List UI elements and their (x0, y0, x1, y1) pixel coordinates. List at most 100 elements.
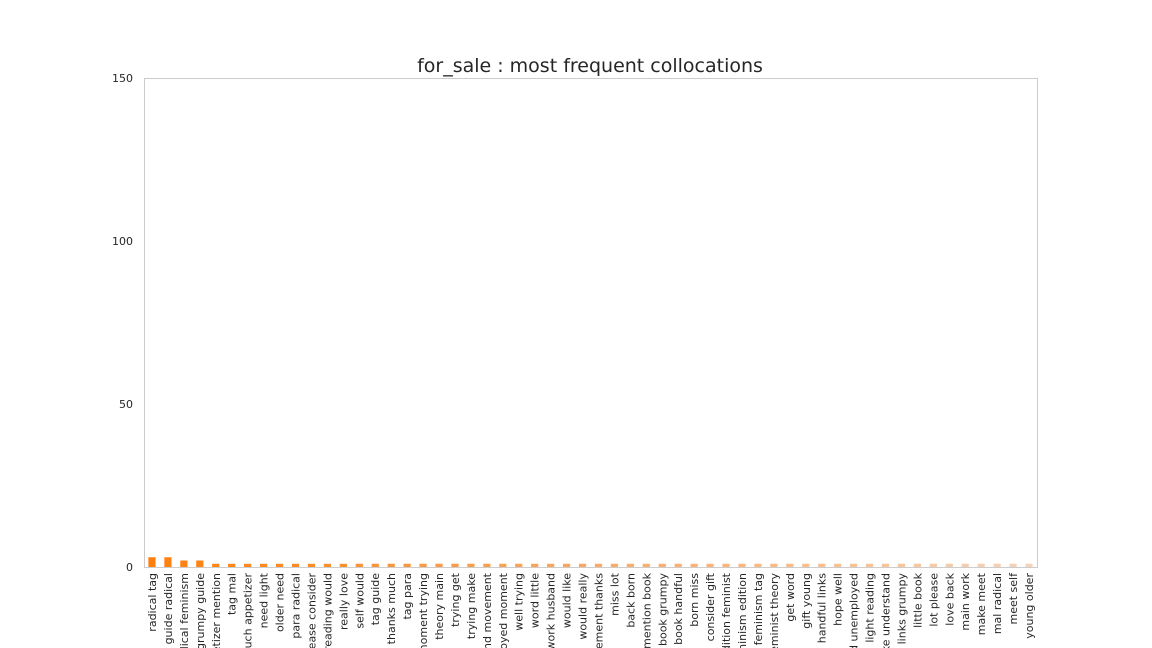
bar (196, 560, 204, 567)
bar (499, 563, 507, 567)
x-tick-label: self would (353, 573, 366, 629)
x-tick-label: need light (258, 572, 271, 628)
bar (690, 563, 698, 567)
x-tick-label: grumpy guide (194, 573, 207, 648)
x-tick-label: feminism tag (752, 573, 765, 645)
x-tick-label: miss lot (608, 572, 621, 616)
bar (658, 563, 666, 567)
x-tick-label: tag para (401, 573, 414, 620)
x-tick-label: ke understand (880, 573, 893, 648)
x-axis-ticks: radical tag guide radical dical feminism gr… (146, 572, 1036, 648)
bar (467, 563, 475, 567)
bar (929, 563, 937, 567)
bar (164, 557, 172, 567)
y-tick-label: 0 (126, 561, 133, 574)
bar (1009, 563, 1017, 567)
bar (260, 563, 268, 567)
x-tick-label: radical tag (146, 573, 159, 632)
x-tick-label: love back (943, 572, 956, 625)
x-tick-label: trying get (449, 572, 462, 627)
bar (562, 563, 571, 567)
bar (881, 563, 890, 567)
x-tick-label: young older (1023, 573, 1036, 639)
x-tick-label: born miss (688, 573, 701, 627)
bar (371, 563, 379, 567)
bar (307, 563, 316, 567)
y-tick-label: 100 (112, 235, 133, 248)
x-tick-label: reading would (321, 573, 334, 648)
bar (913, 563, 921, 567)
x-tick-label: feminist theory (768, 573, 781, 648)
bar (180, 560, 188, 567)
bar (594, 563, 603, 567)
bar (403, 563, 411, 567)
x-tick-label: main work (959, 572, 972, 630)
x-tick-label: loyed moment (497, 572, 510, 648)
x-tick-label: mention book (640, 572, 653, 648)
bar (738, 563, 746, 567)
x-tick-label: back born (624, 573, 637, 628)
x-tick-label: tag mal (226, 573, 239, 615)
x-tick-label: get word (784, 573, 797, 622)
bar (228, 563, 236, 567)
bar (387, 563, 395, 567)
x-tick-label: book handful (672, 573, 685, 645)
x-tick-label: word little (529, 573, 542, 628)
x-tick-label: really love (337, 573, 350, 630)
bar (961, 563, 969, 567)
bar (244, 563, 252, 567)
x-tick-label: moment trying (417, 573, 430, 648)
bar (945, 563, 953, 567)
bar (435, 563, 443, 567)
bar (578, 563, 587, 567)
x-tick-label: hope well (832, 573, 845, 626)
x-tick-label: mal radical (991, 573, 1004, 634)
bar (674, 563, 682, 567)
bar (993, 563, 1001, 567)
x-tick-label: book grumpy (656, 573, 669, 646)
bar (451, 563, 459, 567)
x-tick-label: little book (911, 572, 924, 628)
x-tick-label: guide radical (162, 573, 175, 644)
x-tick-label: handful links (816, 573, 829, 644)
x-tick-label: trying make (465, 573, 478, 639)
x-tick-label: para radical (289, 573, 302, 639)
bar (850, 563, 858, 567)
bar (275, 563, 284, 567)
bar (770, 563, 778, 567)
bar (722, 563, 730, 567)
x-tick-label: lease consider (305, 573, 318, 648)
bar (323, 563, 331, 567)
x-tick-label: edition feminist (720, 572, 733, 648)
chart-title: for_sale : most frequent collocations (417, 55, 763, 77)
bar (865, 563, 874, 567)
bar (818, 563, 826, 567)
bar (1025, 563, 1033, 567)
x-tick-label: and movement (481, 572, 494, 648)
bar (977, 563, 985, 567)
x-tick-label: nuch appetizer (242, 573, 255, 648)
bar (483, 563, 491, 567)
x-tick-label: theory main (433, 573, 446, 640)
bar (355, 563, 363, 567)
plot-frame (144, 78, 1038, 568)
bar (547, 563, 555, 567)
bar (642, 563, 650, 567)
bar (706, 563, 714, 567)
x-tick-label: tag guide (369, 573, 382, 626)
x-tick-label: would really (577, 573, 590, 640)
x-tick-label: would like (561, 573, 574, 628)
x-tick-label: older need (274, 573, 287, 632)
x-tick-label: make meet (975, 572, 988, 635)
bar (610, 563, 619, 567)
x-tick-label: vement thanks (592, 573, 605, 648)
bar (212, 563, 220, 567)
bar (339, 563, 347, 567)
x-tick-label: gift young (800, 573, 813, 629)
bar (802, 563, 810, 567)
x-tick-label: meet self (1007, 572, 1020, 625)
x-tick-label: petizer mention (210, 573, 223, 648)
y-axis-ticks: 0 50 100 150 (112, 72, 133, 574)
x-tick-label: well trying (513, 573, 526, 631)
x-tick-label: d unemployed (848, 573, 861, 648)
